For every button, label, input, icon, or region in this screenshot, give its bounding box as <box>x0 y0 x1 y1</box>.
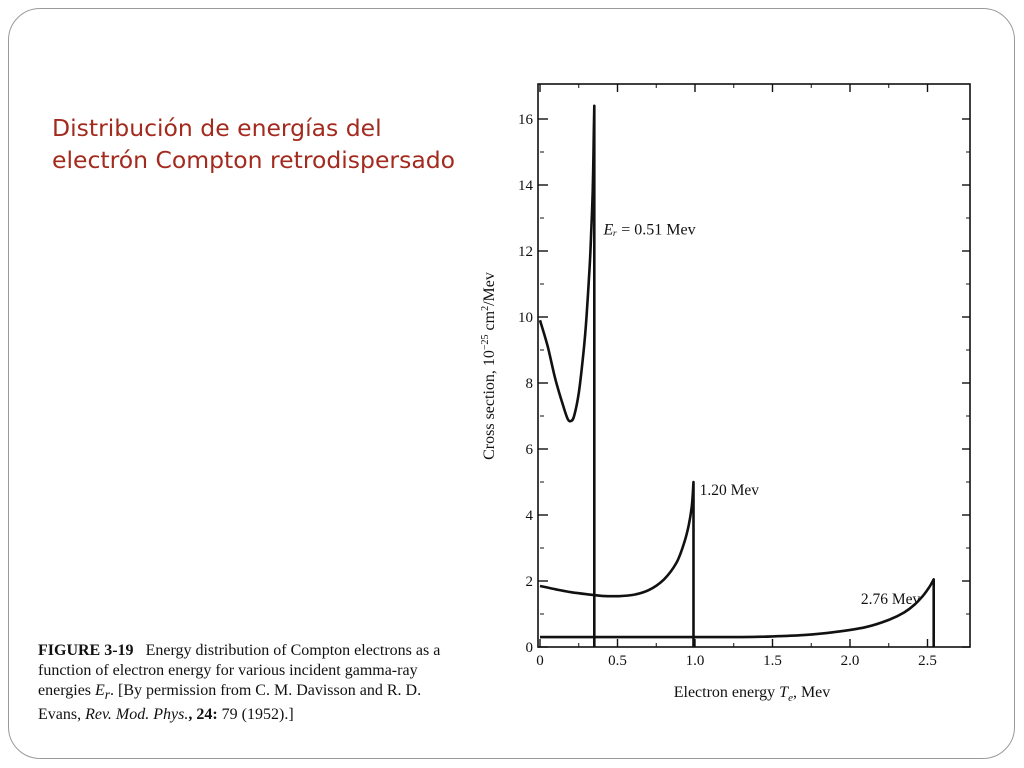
x-tick-label: 2.0 <box>841 653 860 669</box>
caption-figure-label: FIGURE 3-19 <box>38 642 134 659</box>
series-label-2-76-mev: 2.76 Mev <box>861 591 921 608</box>
x-axis-label-unit: , Mev <box>793 684 830 701</box>
y-tick-label: 0 <box>526 640 534 656</box>
caption-year: 79 (1952).] <box>221 705 294 723</box>
slide-frame <box>8 8 1015 759</box>
plot-frame <box>537 83 971 648</box>
caption-line-3: energies Er. [By permission from C. M. D… <box>38 681 508 705</box>
figure-caption: FIGURE 3-19 Energy distribution of Compt… <box>38 641 508 724</box>
ticks-layer <box>538 84 970 648</box>
caption-line-3-pre: energies <box>38 681 92 699</box>
caption-line-4: Evans, Rev. Mod. Phys., 24: 79 (1952).] <box>38 705 508 725</box>
x-axis-label: Electron energy Te, Mev <box>674 684 831 704</box>
y-axis-label-text: Cross section, 10 <box>481 350 498 460</box>
x-axis-label-text: Electron energy <box>674 684 779 701</box>
caption-journal: Rev. Mod. Phys. <box>85 705 189 723</box>
caption-authors: Evans, <box>38 705 82 723</box>
caption-line-1-text: Energy distribution of Compton electrons… <box>145 642 441 659</box>
caption-line-2: function of electron energy for various … <box>38 661 418 679</box>
labels-layer: 0 2 4 6 8 10 12 14 16 0 0.5 1.0 1.5 2.0 2.5 Eᵣ = 0.51 M… <box>518 112 937 669</box>
x-tick-label: 1.0 <box>686 653 705 669</box>
series-layer <box>538 104 935 647</box>
x-tick-label: 1.5 <box>763 653 782 669</box>
y-tick-label: 4 <box>526 508 534 524</box>
y-axis-label: Cross section, 10−25 cm2/Mev <box>480 272 498 460</box>
y-tick-label: 8 <box>526 376 534 392</box>
series-line-1-20-mev <box>539 480 695 647</box>
slide-title: Distribución de energías del electrón Co… <box>52 112 512 176</box>
slide-title-line-2: electrón Compton retrodispersado <box>52 146 456 174</box>
x-tick-label: 2.5 <box>918 653 937 669</box>
y-tick-label: 14 <box>518 178 534 194</box>
x-axis-label-symbol: T <box>779 684 789 701</box>
y-tick-label: 2 <box>526 574 534 590</box>
y-tick-label: 10 <box>518 310 533 326</box>
y-tick-label: 6 <box>526 442 534 458</box>
series-label-e-r-0-51-mev: Eᵣ = 0.51 Mev <box>603 222 696 239</box>
series-label-1-20-mev: 1.20 Mev <box>700 482 760 499</box>
y-tick-label: 16 <box>518 112 534 128</box>
series-line-2-76-mev <box>540 578 935 647</box>
series-line-e-r-0-51-mev <box>538 104 596 647</box>
caption-line-1: FIGURE 3-19 Energy distribution of Compt… <box>38 641 508 661</box>
y-axis-label-per-mev: /Mev <box>481 272 498 306</box>
y-axis-label-unit-exponent: 2 <box>480 306 491 311</box>
caption-energy-symbol: E <box>95 681 105 699</box>
x-axis-label-subscript: e <box>788 692 793 704</box>
y-axis-label-exponent: −25 <box>480 334 491 350</box>
caption-energy-subscript: r <box>104 686 110 702</box>
y-tick-label: 12 <box>518 244 533 260</box>
caption-line-3-rest: . [By permission from C. M. Davisson and… <box>109 681 422 699</box>
caption-volume: , 24: <box>188 705 218 723</box>
x-tick-label: 0 <box>536 653 544 669</box>
x-tick-label: 0.5 <box>608 653 627 669</box>
slide-title-line-1: Distribución de energías del <box>52 114 382 142</box>
y-axis-label-unit: cm <box>481 310 498 334</box>
